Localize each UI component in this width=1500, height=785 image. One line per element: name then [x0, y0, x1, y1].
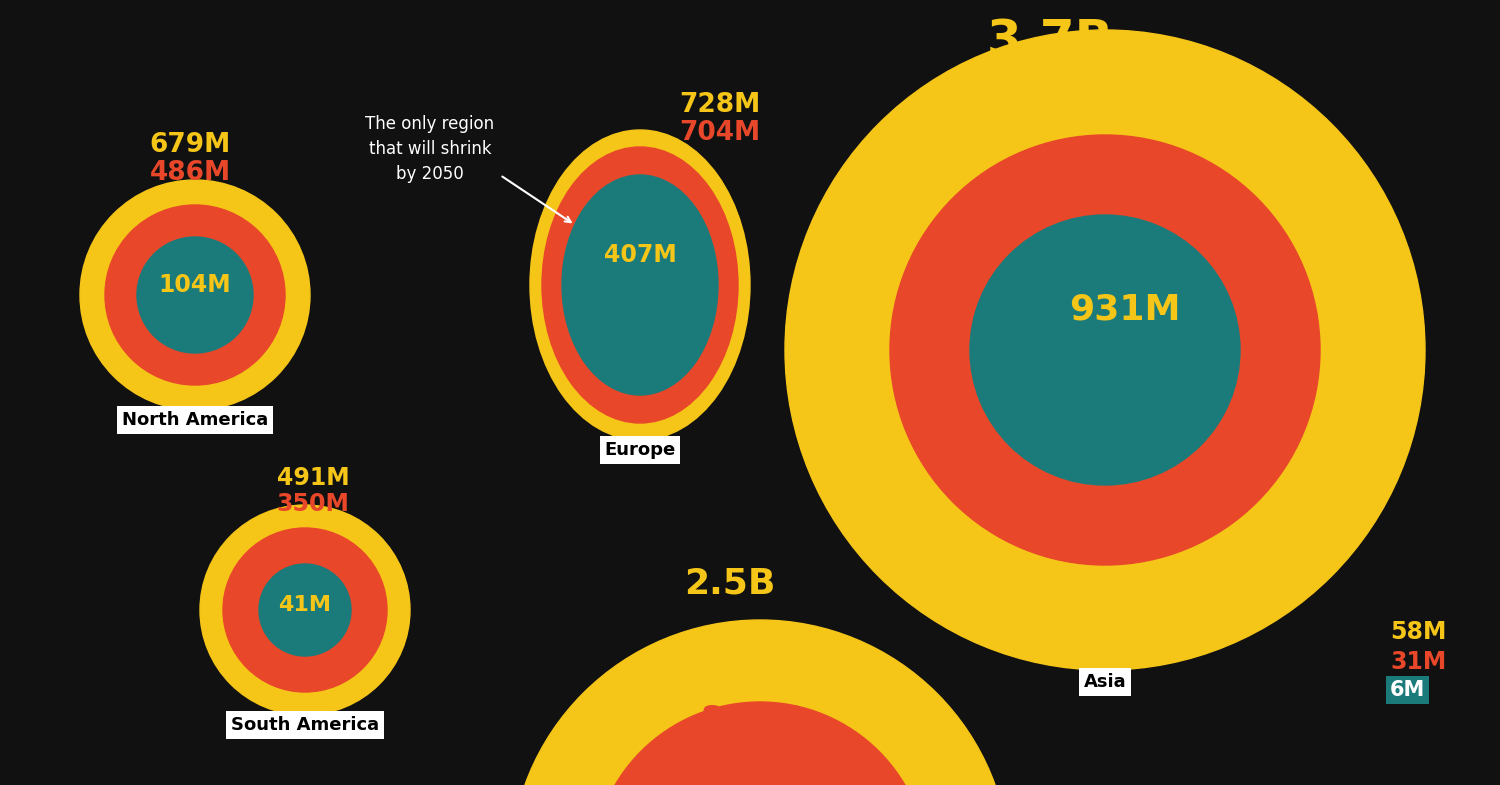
Circle shape: [890, 135, 1320, 565]
Text: 679M: 679M: [150, 132, 231, 158]
Text: 2.5B: 2.5B: [684, 566, 776, 600]
Text: 931M: 931M: [1070, 293, 1180, 327]
Text: 350M: 350M: [276, 492, 350, 516]
Text: North America: North America: [122, 411, 268, 429]
Text: 41M: 41M: [279, 595, 332, 615]
Circle shape: [970, 215, 1240, 485]
Text: 58M: 58M: [1390, 620, 1446, 644]
Text: 486M: 486M: [150, 160, 231, 186]
Text: Europe: Europe: [604, 441, 675, 459]
Text: 704M: 704M: [680, 120, 760, 146]
Text: 104M: 104M: [159, 273, 231, 297]
Text: Asia: Asia: [1083, 673, 1126, 691]
Text: 31M: 31M: [1390, 650, 1446, 674]
Text: South America: South America: [231, 716, 380, 734]
Text: 728M: 728M: [680, 92, 760, 118]
Circle shape: [592, 702, 928, 785]
Text: 407M: 407M: [603, 243, 676, 267]
Circle shape: [200, 505, 410, 715]
Text: 3.7B: 3.7B: [987, 18, 1113, 66]
Circle shape: [224, 528, 387, 692]
Circle shape: [260, 564, 351, 656]
Circle shape: [80, 180, 310, 410]
Ellipse shape: [530, 130, 750, 440]
Text: 6M: 6M: [1390, 680, 1425, 700]
Circle shape: [510, 620, 1010, 785]
Circle shape: [784, 30, 1425, 670]
Text: 819M: 819M: [700, 704, 800, 736]
Text: 491M: 491M: [276, 466, 350, 490]
Text: The only region
that will shrink
by 2050: The only region that will shrink by 2050: [366, 115, 495, 183]
Circle shape: [105, 205, 285, 385]
Ellipse shape: [542, 147, 738, 423]
Circle shape: [136, 237, 254, 353]
Ellipse shape: [562, 175, 718, 395]
